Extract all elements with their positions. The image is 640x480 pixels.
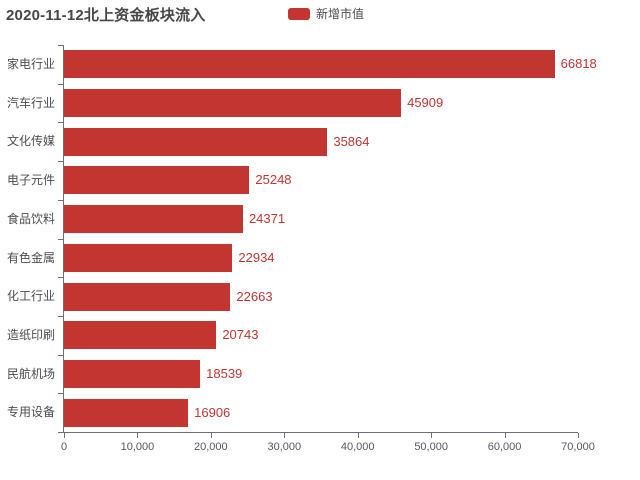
y-axis-tick [58,122,64,124]
category-label: 文化传媒 [6,134,55,149]
value-label: 25248 [255,172,292,188]
y-axis-tick [58,199,64,201]
legend-swatch-icon [288,7,310,20]
y-axis-tick [58,315,64,317]
bar-有色金属[interactable] [64,243,233,272]
x-axis-line [63,432,578,433]
bar-文化传媒[interactable] [64,127,328,156]
legend-label: 新增市值 [316,7,365,21]
bar-row: 家电行业 66818 [7,45,597,84]
x-axis-tick [137,433,139,438]
bar-食品饮料[interactable] [64,205,243,234]
y-axis-tick [58,432,64,433]
x-axis-tick-label: 30,000 [267,441,302,453]
x-axis-tick [64,433,65,438]
category-label: 有色金属 [6,250,55,265]
y-axis-tick [58,354,64,356]
y-axis-tick [58,238,64,240]
bar-电子元件[interactable] [64,166,250,195]
x-axis-tick [431,433,433,438]
legend-item[interactable]: 新增市值 [288,5,364,22]
value-label: 22934 [238,249,275,265]
y-axis-tick [58,45,64,46]
chart-title: 2020-11-12北上资金板块流入 [6,7,206,24]
y-axis-tick [58,161,64,163]
bar-row: 电子元件 25248 [7,161,578,200]
category-label: 化工行业 [6,289,55,304]
category-label: 家电行业 [6,57,55,71]
value-label: 20743 [222,327,259,343]
category-label: 汽车行业 [6,95,55,110]
bar-家电行业[interactable] [64,50,555,79]
x-axis-tick [210,433,212,438]
bar-row: 民航机场 18539 [7,355,578,394]
x-axis-tick-label: 60,000 [487,441,522,453]
x-axis-tick-label: 70,000 [561,441,595,453]
value-label: 35864 [333,133,370,149]
y-axis-tick [58,393,64,395]
x-axis-tick-label: 50,000 [414,441,448,453]
bar-row: 文化传媒 35864 [7,122,578,161]
bar-row: 汽车行业 45909 [7,84,578,123]
x-axis-tick-label: 0 [60,441,68,453]
value-label: 18539 [206,365,243,381]
category-label: 食品饮料 [6,211,55,226]
x-axis-tick [284,433,286,438]
x-axis-tick [357,433,359,438]
value-label: 66818 [560,56,597,72]
value-label: 24371 [248,211,286,227]
y-axis-tick [58,277,64,279]
x-axis-tick-label: 40,000 [340,441,375,453]
bar-row: 化工行业 22663 [7,277,578,316]
category-label: 民航机场 [6,366,55,381]
bar-造纸印刷[interactable] [64,321,217,350]
category-label: 专用设备 [6,405,55,420]
y-axis-tick [58,83,64,85]
bar-专用设备[interactable] [64,398,189,427]
value-label: 45909 [407,95,444,111]
category-label: 电子元件 [6,173,55,188]
x-axis-tick [578,433,579,438]
bar-化工行业[interactable] [64,282,231,311]
bar-row: 食品饮料 24371 [7,200,578,239]
value-label: 22663 [236,288,273,304]
plot-area: 家电行业 66818 汽车行业 45909 文化传媒 35864 电子元件 25248 食品饮料… [7,45,597,453]
bar-民航机场[interactable] [64,359,201,388]
bar-row: 造纸印刷 20743 [7,316,578,355]
bar-汽车行业[interactable] [64,89,402,118]
value-label: 16906 [194,404,231,420]
x-axis-tick-label: 10,000 [120,441,155,453]
x-axis-tick-label: 20,000 [194,441,228,453]
category-label: 造纸印刷 [6,327,55,342]
x-axis-tick [504,433,506,438]
bar-row: 专用设备 16906 [7,393,578,432]
bar-row: 有色金属 22934 [7,239,578,278]
